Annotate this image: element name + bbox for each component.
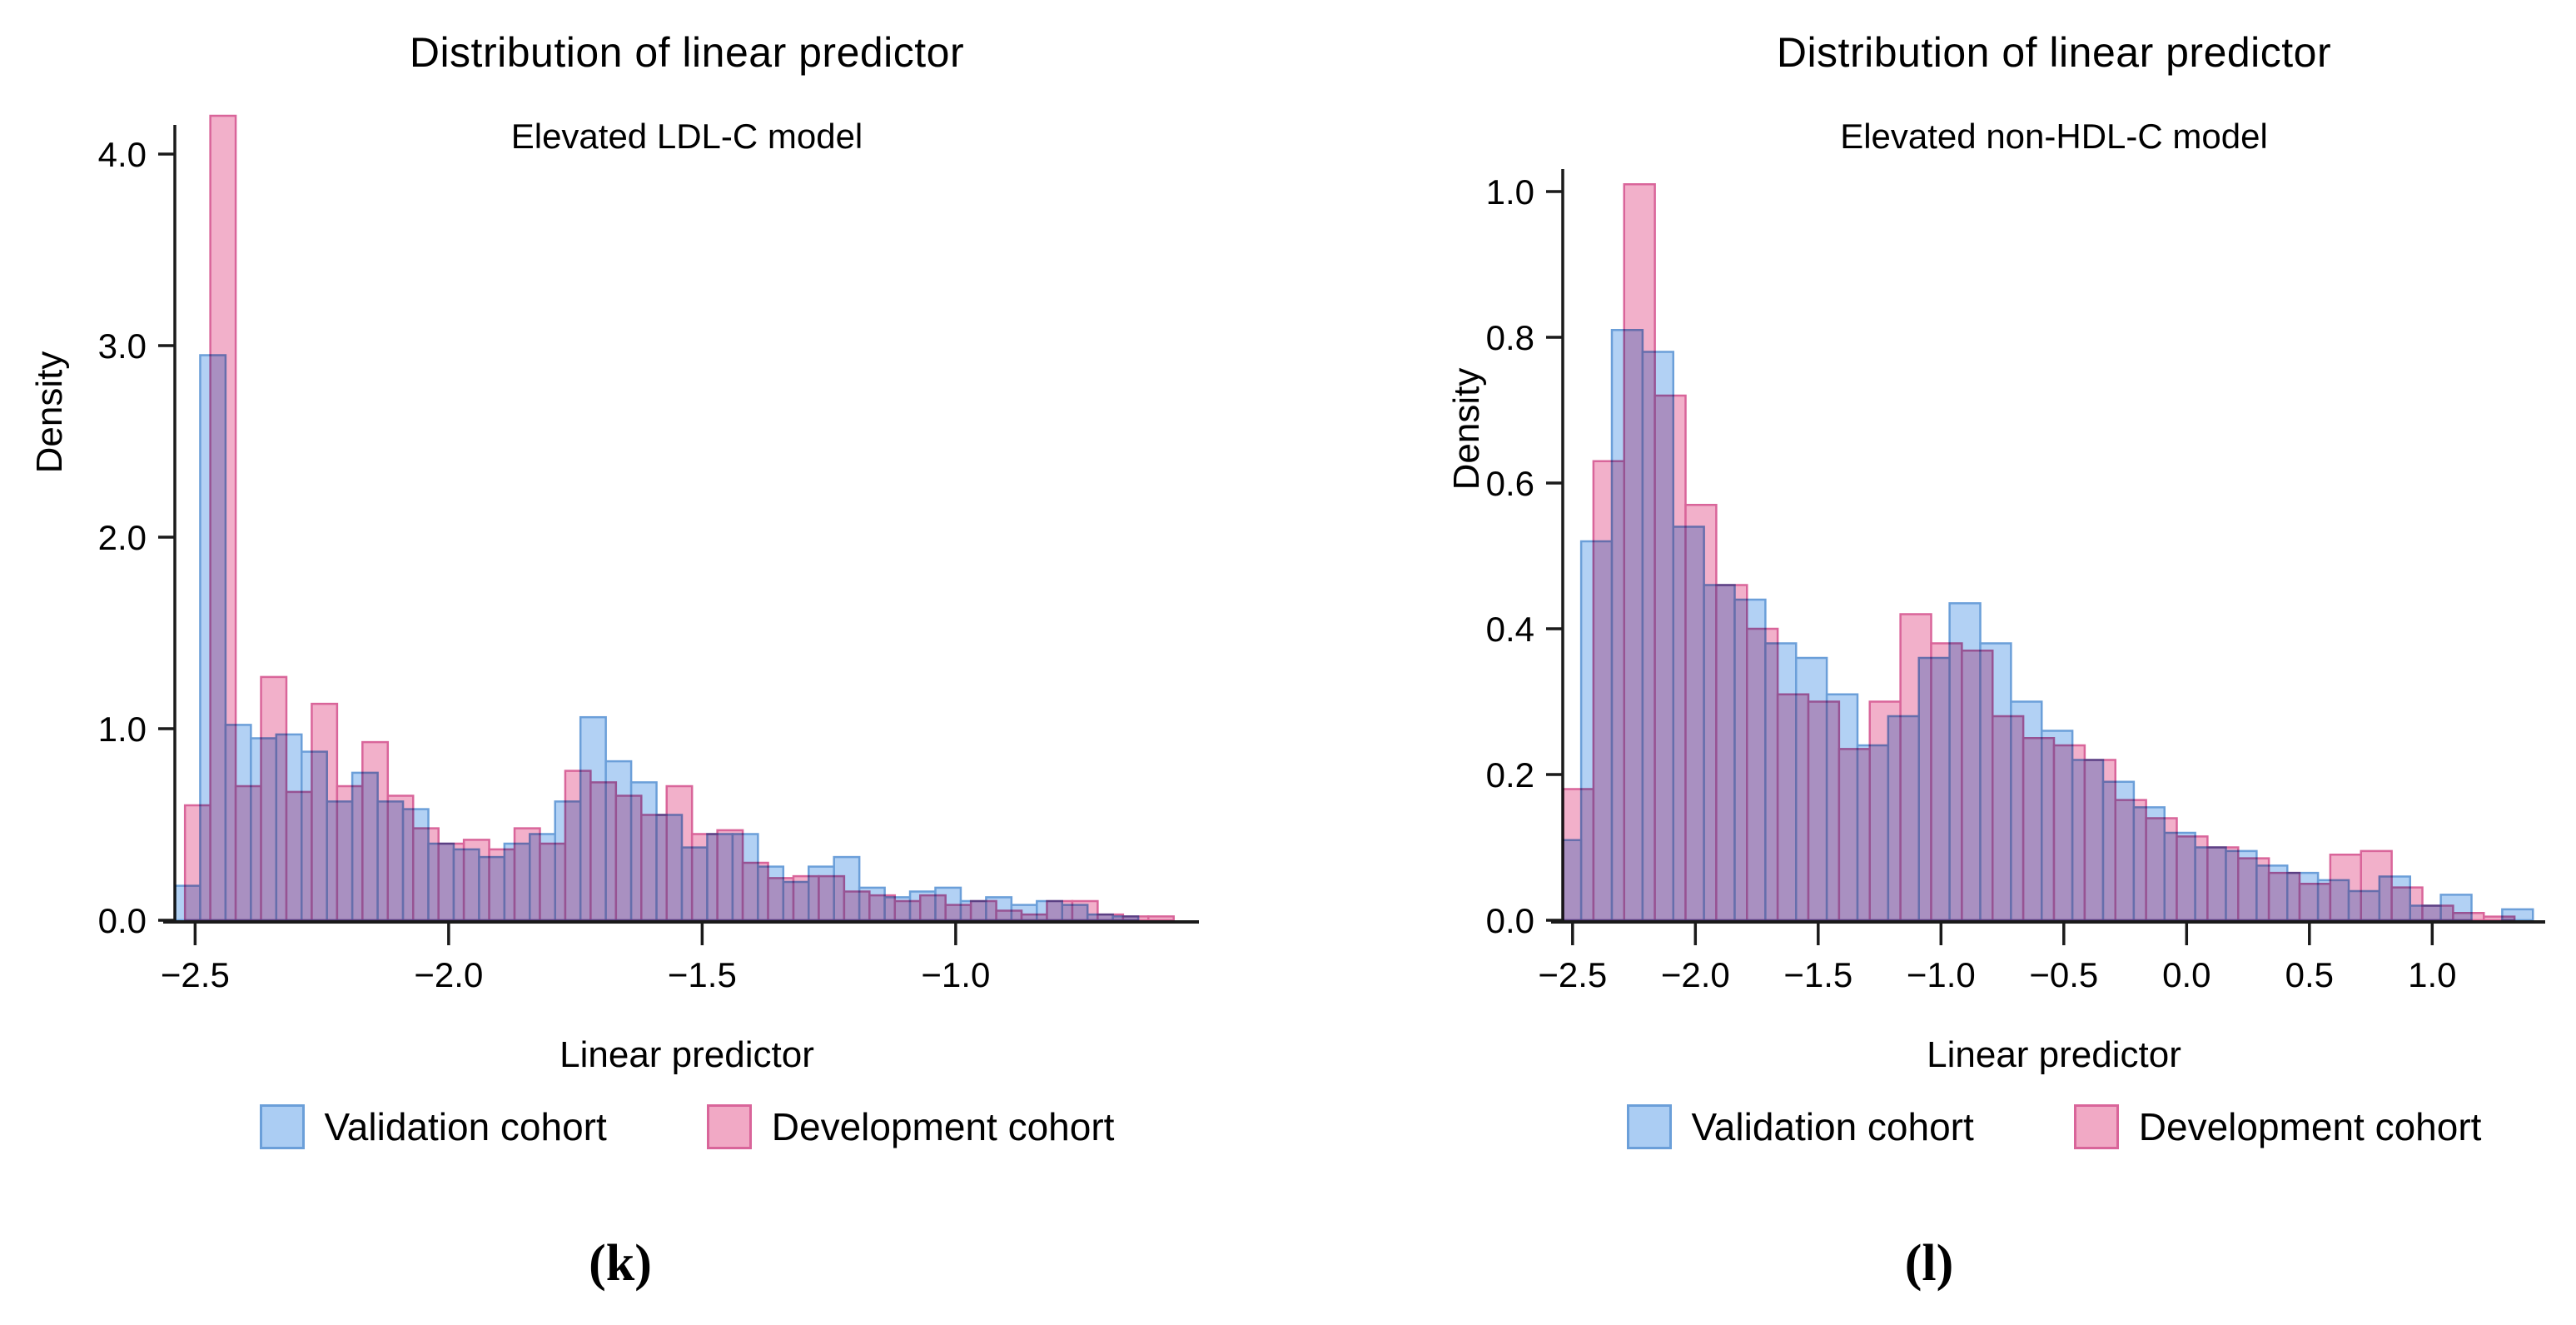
svg-text:0.0: 0.0 [98,901,147,940]
chart-title: Distribution of linear predictor [1776,29,2332,76]
y-axis-label: Density [1446,367,1487,491]
svg-text:−1.0: −1.0 [1907,955,1976,994]
svg-text:−1.5: −1.5 [668,955,737,994]
svg-text:0.2: 0.2 [1486,755,1534,795]
legend-label: Validation cohort [324,1105,607,1148]
svg-text:1.0: 1.0 [2408,955,2456,994]
caption-l: (l) [1904,1235,1954,1292]
legend-item-validation: Validation cohort [1626,1104,1974,1149]
svg-text:0.5: 0.5 [2285,955,2334,994]
svg-text:1.0: 1.0 [1486,172,1534,212]
legend-item-development: Development cohort [706,1104,1115,1149]
legend-label: Development cohort [2138,1105,2482,1148]
svg-text:0.0: 0.0 [1486,901,1534,940]
panel-l: Distribution of linear predictor Elevate… [1288,0,2576,1325]
legend-item-development: Development cohort [2073,1104,2482,1149]
svg-text:−1.0: −1.0 [921,955,990,994]
svg-text:−2.5: −2.5 [161,955,230,994]
svg-text:−0.5: −0.5 [2029,955,2098,994]
panel-k: Distribution of linear predictor Elevate… [29,29,1203,1292]
histogram-canvas-k: −2.5 −2.0 −1.5 −1.0 0.0 1.0 2.0 3.0 4.0 [98,114,1199,994]
x-axis-label: Linear predictor [1927,1034,2181,1075]
validation-swatch-icon [259,1104,305,1149]
svg-text:2.0: 2.0 [98,518,147,557]
svg-text:3.0: 3.0 [98,326,147,366]
svg-text:0.8: 0.8 [1486,318,1534,357]
legend-item-validation: Validation cohort [259,1104,607,1149]
svg-text:0.0: 0.0 [2162,955,2210,994]
development-swatch-icon [706,1104,752,1149]
svg-text:−2.0: −2.0 [1661,955,1730,994]
svg-text:−2.5: −2.5 [1538,955,1607,994]
chart-title: Distribution of linear predictor [409,29,965,76]
series-development [183,114,1175,920]
y-axis-label: Density [29,351,70,474]
legend-label: Validation cohort [1691,1105,1974,1148]
x-axis-label: Linear predictor [559,1034,814,1075]
validation-swatch-icon [1626,1104,1672,1149]
svg-text:0.6: 0.6 [1486,464,1534,503]
series-development [1563,183,2516,920]
svg-text:1.0: 1.0 [98,710,147,749]
svg-text:−2.0: −2.0 [414,955,483,994]
legend: Validation cohort Development cohort [1538,1104,2570,1149]
development-swatch-icon [2073,1104,2119,1149]
legend-label: Development cohort [771,1105,1115,1148]
chart-subtitle: Elevated non-HDL-C model [1840,117,2268,156]
histogram-canvas-l: −2.5 −2.0 −1.5 −1.0 −0.5 0.0 0.5 1.0 0.0 0.2 0.4 0.… [1486,169,2545,994]
caption-k: (k) [589,1235,652,1292]
legend: Validation cohort Development cohort [171,1104,1203,1149]
svg-text:4.0: 4.0 [98,135,147,174]
svg-text:0.4: 0.4 [1486,610,1534,649]
svg-text:−1.5: −1.5 [1783,955,1852,994]
chart-subtitle: Elevated LDL-C model [510,117,863,156]
